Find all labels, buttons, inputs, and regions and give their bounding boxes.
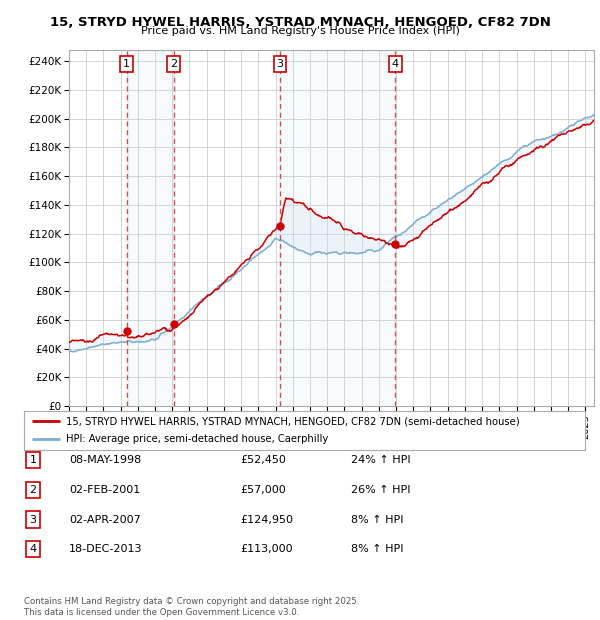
Text: HPI: Average price, semi-detached house, Caerphilly: HPI: Average price, semi-detached house,… — [66, 434, 328, 444]
Bar — [127, 50, 174, 406]
Text: Contains HM Land Registry data © Crown copyright and database right 2025.
This d: Contains HM Land Registry data © Crown c… — [24, 598, 359, 617]
Text: 02-FEB-2001: 02-FEB-2001 — [69, 485, 140, 495]
Text: 8% ↑ HPI: 8% ↑ HPI — [351, 544, 404, 554]
Text: 4: 4 — [392, 59, 399, 69]
Text: 08-MAY-1998: 08-MAY-1998 — [69, 455, 141, 465]
Text: 8% ↑ HPI: 8% ↑ HPI — [351, 515, 404, 525]
Text: 2: 2 — [170, 59, 178, 69]
Text: 02-APR-2007: 02-APR-2007 — [69, 515, 141, 525]
Text: 1: 1 — [29, 455, 37, 465]
Bar — [395, 50, 396, 406]
Text: 26% ↑ HPI: 26% ↑ HPI — [351, 485, 410, 495]
Text: 3: 3 — [277, 59, 283, 69]
Text: £113,000: £113,000 — [240, 544, 293, 554]
Text: 18-DEC-2013: 18-DEC-2013 — [69, 544, 143, 554]
Text: 2: 2 — [29, 485, 37, 495]
Text: 1: 1 — [123, 59, 130, 69]
Text: 15, STRYD HYWEL HARRIS, YSTRAD MYNACH, HENGOED, CF82 7DN: 15, STRYD HYWEL HARRIS, YSTRAD MYNACH, H… — [50, 16, 550, 29]
Text: 24% ↑ HPI: 24% ↑ HPI — [351, 455, 410, 465]
Bar — [279, 50, 281, 406]
Text: £124,950: £124,950 — [240, 515, 293, 525]
Bar — [173, 50, 175, 406]
Text: Price paid vs. HM Land Registry's House Price Index (HPI): Price paid vs. HM Land Registry's House … — [140, 26, 460, 36]
Bar — [126, 50, 128, 406]
Text: 15, STRYD HYWEL HARRIS, YSTRAD MYNACH, HENGOED, CF82 7DN (semi-detached house): 15, STRYD HYWEL HARRIS, YSTRAD MYNACH, H… — [66, 417, 520, 427]
Text: £57,000: £57,000 — [240, 485, 286, 495]
Bar — [280, 50, 395, 406]
Text: £52,450: £52,450 — [240, 455, 286, 465]
Text: 4: 4 — [29, 544, 37, 554]
Text: 3: 3 — [29, 515, 37, 525]
